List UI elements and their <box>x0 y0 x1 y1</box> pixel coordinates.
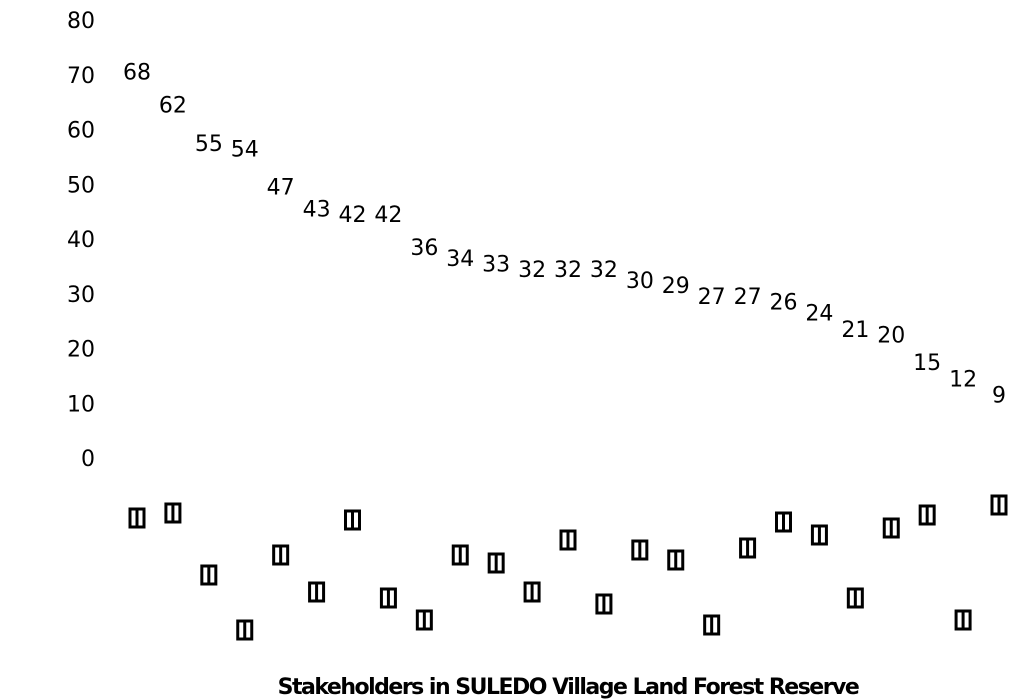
bar <box>772 315 795 458</box>
x-tick-mark <box>236 619 254 641</box>
bar-value-label: 29 <box>662 274 690 299</box>
x-tick-mark <box>667 549 685 571</box>
bar <box>557 282 579 458</box>
x-tick-mark <box>918 504 936 526</box>
x-tick-mark <box>451 544 469 566</box>
bar <box>198 156 220 458</box>
bar-value-label: 43 <box>303 198 331 223</box>
bar <box>629 293 651 458</box>
bar <box>736 310 759 458</box>
bar <box>521 282 543 458</box>
bar-value-label: 32 <box>518 258 546 283</box>
bars <box>126 85 1009 459</box>
bar-value-label: 21 <box>841 318 869 343</box>
bar-value-label: 9 <box>992 384 1006 409</box>
bar-value-label: 47 <box>267 176 295 201</box>
bar-value-label: 27 <box>698 285 726 310</box>
bar-value-label: 55 <box>195 132 223 157</box>
bar-value-label: 62 <box>159 94 187 119</box>
bar-value-label: 12 <box>949 367 977 392</box>
bar <box>341 228 364 458</box>
bar-value-label: 20 <box>877 324 905 349</box>
bar <box>269 200 292 459</box>
y-axis-ticks: 0 10 20 30 40 50 60 70 80 <box>67 9 95 472</box>
bar-value-label: 42 <box>374 203 402 228</box>
bar-value-label: 42 <box>339 203 367 228</box>
bar-value-label: 36 <box>410 236 438 261</box>
x-tick-mark <box>846 587 864 609</box>
bar-value-label: 24 <box>805 302 833 327</box>
bar-value-label: 15 <box>913 351 941 376</box>
bar <box>377 228 400 458</box>
y-tick-label: 20 <box>67 338 95 363</box>
x-tick-mark <box>415 609 433 631</box>
y-tick-label: 30 <box>67 283 95 308</box>
bar-value-label: 32 <box>590 258 618 283</box>
y-tick-label: 80 <box>67 9 95 34</box>
x-axis-title: Stakeholders in SULEDO Village Land Fore… <box>278 675 859 700</box>
x-tick-mark <box>308 581 326 603</box>
x-tick-mark <box>990 494 1008 516</box>
x-tick-mark <box>810 524 828 546</box>
x-tick-mark <box>703 614 721 636</box>
bar-value-label: 34 <box>446 247 474 272</box>
x-tick-mark <box>559 529 577 551</box>
x-tick-mark <box>200 564 218 586</box>
x-tick-mark <box>379 587 397 609</box>
bar-value-label: 27 <box>734 285 762 310</box>
x-tick-mark <box>954 609 972 631</box>
bar <box>593 282 615 458</box>
bar <box>916 375 938 458</box>
x-tick-mark <box>631 539 649 561</box>
y-tick-label: 0 <box>81 447 95 472</box>
y-tick-label: 40 <box>67 228 95 253</box>
x-tick-mark <box>595 593 613 615</box>
y-tick-label: 70 <box>67 64 95 89</box>
bar <box>413 260 436 458</box>
y-tick-label: 10 <box>67 392 95 417</box>
bar <box>664 299 687 458</box>
x-tick-mark <box>775 511 792 533</box>
x-tick-mark <box>487 552 505 574</box>
x-tick-mark <box>128 507 146 529</box>
x-tick-mark <box>272 544 290 566</box>
x-tick-mark <box>523 581 541 603</box>
data-labels: 68 62 55 54 47 43 42 42 36 34 33 32 32 32 30 29 27 27 26 24… <box>123 61 1006 409</box>
bar <box>988 408 1009 458</box>
bar <box>305 222 328 458</box>
bar-value-label: 26 <box>770 291 798 316</box>
bar <box>952 392 974 458</box>
x-tick-mark <box>739 537 757 559</box>
bar-value-label: 68 <box>123 61 151 86</box>
y-tick-label: 50 <box>67 173 95 198</box>
x-tick-mark <box>164 502 182 524</box>
bar-value-label: 33 <box>482 252 510 277</box>
bar-value-label: 32 <box>554 258 582 283</box>
bar <box>880 348 903 458</box>
bar <box>162 118 184 459</box>
x-tick-mark <box>344 509 361 531</box>
x-axis-tick-marks <box>128 494 1008 641</box>
bar-value-label: 30 <box>626 269 654 294</box>
bar <box>700 310 723 458</box>
bar <box>126 85 148 458</box>
bar <box>844 343 867 458</box>
bar <box>808 326 831 458</box>
bar <box>485 277 507 458</box>
y-tick-label: 60 <box>67 119 95 144</box>
bar-value-label: 54 <box>231 137 259 162</box>
bar <box>233 162 256 458</box>
x-tick-mark <box>882 517 900 539</box>
bar <box>449 271 472 458</box>
